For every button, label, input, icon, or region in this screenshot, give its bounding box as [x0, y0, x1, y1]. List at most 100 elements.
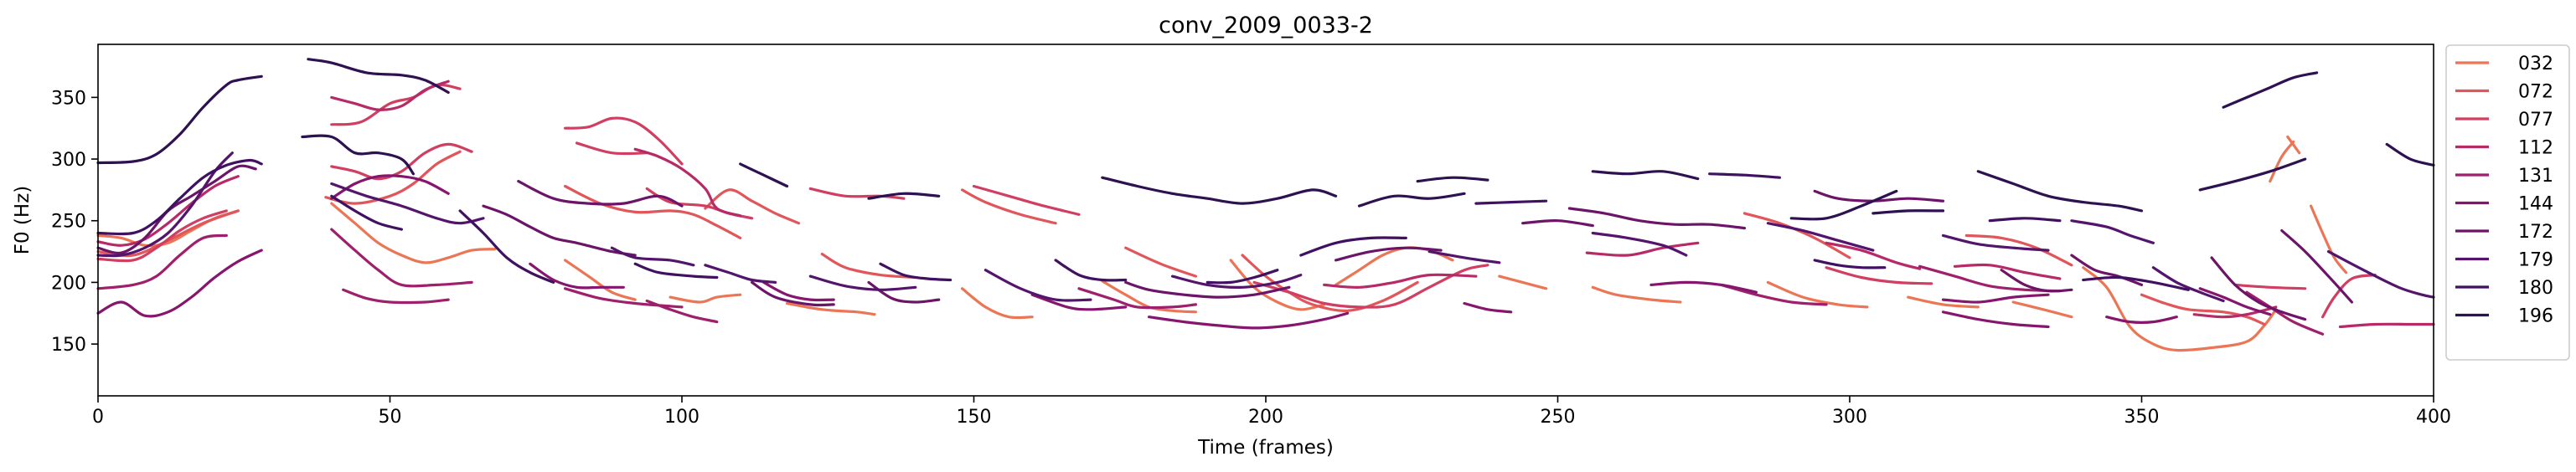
series-line-144	[1941, 293, 2050, 304]
series-line-172	[2210, 256, 2307, 321]
series-032	[96, 135, 2348, 352]
series-line-196	[307, 58, 450, 95]
legend-label: 112	[2518, 138, 2553, 159]
series-line-072	[1241, 254, 1419, 312]
series-line-196	[2198, 157, 2307, 192]
series-line-112	[2338, 322, 2435, 329]
series-line-180	[879, 262, 952, 282]
x-tick-label: 300	[1832, 407, 1867, 428]
legend-item-172: 172	[2455, 222, 2553, 243]
legend-label: 032	[2518, 54, 2553, 74]
x-tick-label: 0	[92, 407, 104, 428]
series-196	[96, 58, 2435, 221]
series-line-144	[529, 262, 625, 290]
series-line-131	[1077, 287, 1197, 310]
series-line-172	[517, 180, 684, 208]
x-tick-label: 250	[1541, 407, 1576, 428]
legend-item-032: 032	[2455, 54, 2553, 74]
series-line-072	[704, 188, 800, 225]
series-line-196	[1789, 189, 1898, 221]
series-line-077	[808, 187, 906, 200]
x-tick-label: 100	[664, 407, 699, 428]
series-line-179	[610, 246, 695, 267]
series-line-144	[1941, 310, 2050, 329]
series-line-131	[2245, 290, 2325, 336]
y-tick-label: 250	[51, 212, 86, 233]
series-line-144	[762, 280, 835, 302]
series-line-172	[482, 204, 637, 257]
x-tick-label: 150	[957, 407, 992, 428]
series-line-172	[2000, 269, 2073, 293]
series-line-032	[2286, 135, 2301, 155]
series-line-112	[2192, 305, 2278, 319]
series-line-144	[96, 249, 263, 318]
series-line-179	[1427, 250, 1501, 264]
y-axis-ticks: 150 200 250 300 350	[51, 88, 98, 356]
series-line-180	[96, 158, 263, 236]
series-line-131	[330, 228, 473, 288]
series-line-196	[2385, 142, 2435, 167]
y-tick-label: 350	[51, 88, 86, 109]
series-line-144	[2105, 316, 2178, 324]
series-line-196	[867, 192, 941, 200]
series-line-077	[2321, 274, 2377, 319]
series-131	[96, 228, 2325, 336]
x-tick-label: 200	[1248, 407, 1283, 428]
series-line-172	[2070, 254, 2144, 286]
series-180	[96, 158, 2190, 291]
y-tick-label: 200	[51, 273, 86, 294]
series-077	[96, 83, 2377, 319]
series-line-032	[961, 287, 1034, 320]
series-line-032	[330, 202, 497, 264]
legend-box	[2445, 44, 2570, 361]
series-line-072	[2140, 293, 2266, 326]
series-line-144	[1463, 301, 1513, 314]
x-axis-ticks: 0 50 100 150 200 250 300 350 400	[92, 396, 2451, 428]
series-line-032	[2310, 204, 2348, 274]
series-line-112	[1825, 241, 1922, 270]
series-line-144	[330, 174, 450, 200]
x-tick-label: 50	[379, 407, 402, 428]
series-line-179	[2151, 266, 2225, 303]
series-line-179	[1766, 222, 1875, 252]
series-line-179	[2070, 219, 2155, 244]
legend-label: 072	[2518, 82, 2553, 103]
series-line-112	[330, 80, 450, 111]
series-line-180	[633, 262, 719, 280]
series-line-131	[96, 233, 228, 290]
series-line-112	[1323, 273, 1478, 289]
series-line-196	[1591, 170, 1700, 181]
series-line-179	[1941, 233, 2050, 252]
series-line-180	[1474, 199, 1548, 205]
series-line-180	[1813, 259, 1887, 269]
series-line-077	[1252, 264, 1489, 309]
series-line-072	[1964, 233, 2073, 267]
legend-label: 144	[2518, 194, 2553, 215]
series-line-180	[330, 194, 403, 231]
series-line-172	[2280, 228, 2353, 304]
x-tick-label: 350	[2124, 407, 2160, 428]
series-112	[96, 80, 2435, 329]
legend-item-196: 196	[2455, 306, 2553, 327]
series-line-144	[2198, 287, 2272, 316]
series-line-196	[1101, 176, 1338, 205]
plot-frame	[97, 44, 2434, 397]
series-line-077	[972, 184, 1081, 216]
series-line-072	[1124, 246, 1197, 278]
legend-item-072: 072	[2455, 82, 2553, 103]
series-line-072	[820, 252, 917, 280]
series-line-077	[575, 141, 648, 156]
series-line-131	[342, 288, 450, 305]
legend-items: 032 072 077 112 131 144 172 179 180 196	[2455, 54, 2553, 327]
series-line-172	[751, 280, 835, 307]
series-line-179	[808, 274, 917, 291]
x-axis-label: Time (frames)	[1197, 437, 1334, 459]
legend-label: 131	[2518, 166, 2553, 187]
legend-item-179: 179	[2455, 250, 2553, 271]
series-line-179	[704, 264, 777, 284]
series-line-144	[1030, 293, 1128, 311]
series-line-131	[1720, 283, 1828, 306]
